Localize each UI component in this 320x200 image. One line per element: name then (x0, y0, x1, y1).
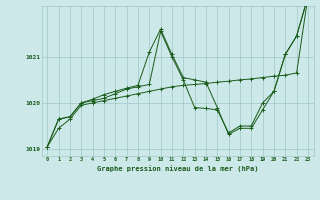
X-axis label: Graphe pression niveau de la mer (hPa): Graphe pression niveau de la mer (hPa) (97, 165, 258, 172)
